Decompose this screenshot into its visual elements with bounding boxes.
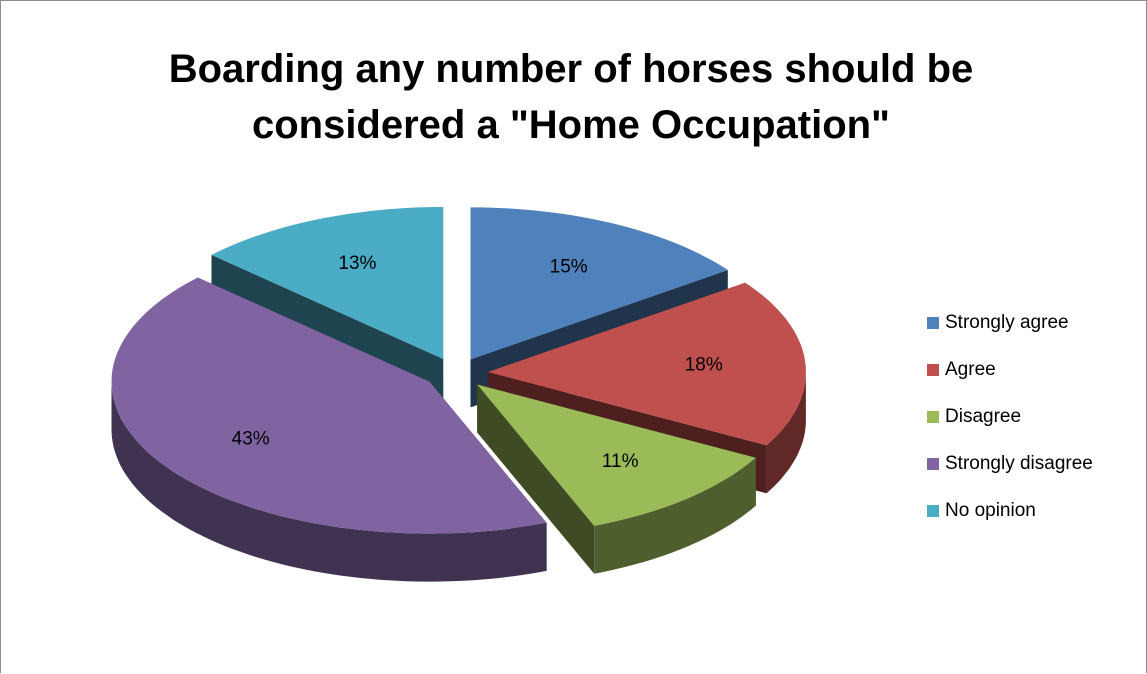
legend-label: No opinion bbox=[945, 500, 1036, 521]
data-label: 43% bbox=[232, 429, 270, 450]
data-label: 15% bbox=[550, 256, 588, 277]
slice-side bbox=[766, 372, 806, 494]
slice-side bbox=[111, 381, 547, 582]
data-label: 11% bbox=[602, 451, 639, 472]
slice bbox=[111, 277, 547, 534]
legend-swatch bbox=[927, 458, 939, 470]
legend-swatch bbox=[927, 364, 939, 376]
slice-side bbox=[594, 457, 756, 574]
data-label: 18% bbox=[685, 355, 723, 376]
data-label: 13% bbox=[338, 253, 376, 274]
slice bbox=[211, 207, 444, 359]
slice bbox=[470, 207, 728, 360]
legend-label: Disagree bbox=[945, 406, 1021, 427]
slice bbox=[487, 282, 806, 446]
chart-title: Boarding any number of horses should be … bbox=[168, 47, 974, 147]
legend-label: Agree bbox=[945, 359, 996, 380]
legend-label: Strongly disagree bbox=[945, 453, 1093, 474]
slice-wall bbox=[477, 384, 595, 574]
legend-swatch bbox=[927, 411, 939, 423]
legend-swatch bbox=[927, 317, 939, 329]
legend-label: Strongly agree bbox=[945, 312, 1069, 333]
slice bbox=[477, 384, 756, 526]
legend-swatch bbox=[927, 505, 939, 517]
